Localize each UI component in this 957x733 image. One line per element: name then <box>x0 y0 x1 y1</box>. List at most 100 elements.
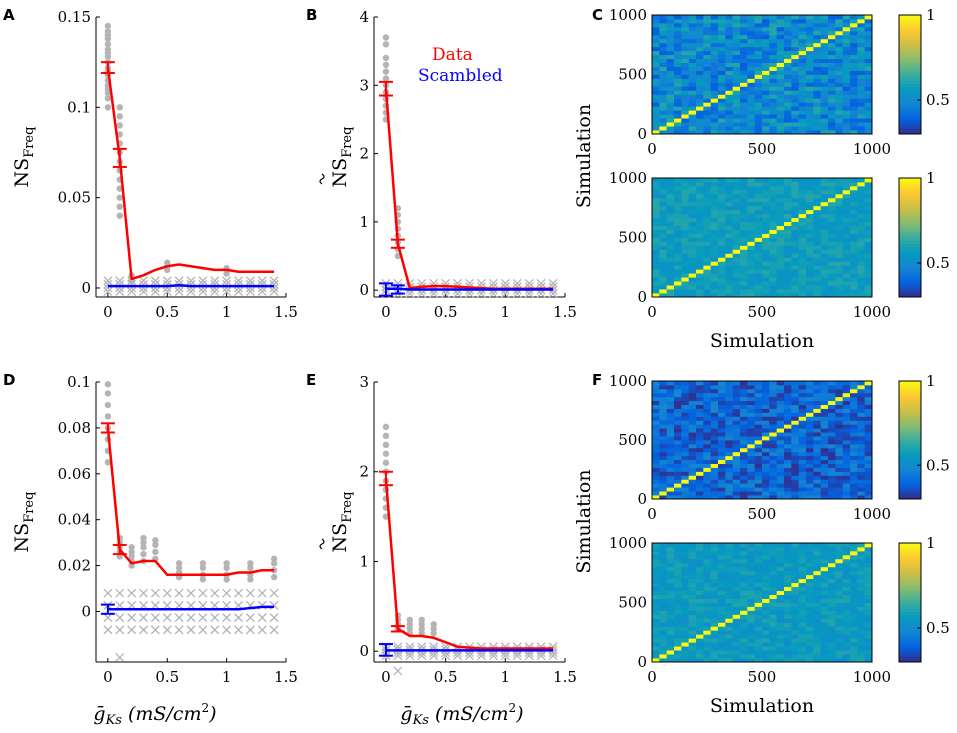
heatmap-cell-top-f <box>762 495 770 500</box>
heatmap-cell-bottom-f <box>820 570 829 576</box>
heatmap-cell-top-c <box>703 46 712 52</box>
heatmap-cell-bottom-f <box>747 582 756 588</box>
heatmap-cell-bottom-c <box>776 221 785 226</box>
heatmap-cell-top-f <box>864 451 873 457</box>
heatmap-cell-top-f <box>798 420 807 425</box>
heatmap-cell-top-f <box>820 455 829 461</box>
heatmap-cell-bottom-c <box>754 245 763 250</box>
heatmap-cell-bottom-c <box>842 237 851 242</box>
heatmap-cell-top-c <box>813 118 822 123</box>
heatmap-cell-top-c <box>813 122 822 127</box>
heatmap-cell-bottom-f <box>688 626 697 631</box>
heatmap-cell-top-c <box>791 126 800 131</box>
heatmap-cell-top-f <box>850 495 858 500</box>
heatmap-cell-top-f <box>710 404 719 409</box>
heatmap-cell-bottom-c <box>718 277 726 282</box>
heatmap-cell-top-c <box>857 114 866 119</box>
heatmap-cell-bottom-c <box>710 205 719 211</box>
heatmap-cell-top-f <box>813 416 822 421</box>
heatmap-cell-bottom-f <box>784 650 792 655</box>
heatmap-cell-top-c <box>703 98 712 103</box>
heatmap-cell-bottom-f <box>747 570 756 576</box>
heatmap-cell-bottom-c <box>740 233 748 238</box>
heatmap-cell-bottom-f <box>725 654 734 659</box>
heatmap-cell-bottom-c <box>652 281 660 286</box>
colorbar-band-bottom-c <box>899 276 921 280</box>
heatmap-y-tick-label-top-f: 1000 <box>609 372 647 390</box>
heatmap-cell-top-f <box>681 447 690 453</box>
heatmap-cell-bottom-f <box>652 590 660 595</box>
heatmap-cell-bottom-f <box>762 558 770 564</box>
heatmap-cell-bottom-f <box>652 642 660 647</box>
heatmap-cell-top-f <box>718 459 726 464</box>
heatmap-cell-bottom-f <box>762 550 770 556</box>
heatmap-cell-bottom-c <box>776 289 785 294</box>
heatmap-cell-bottom-c <box>769 205 778 211</box>
heatmap-cell-bottom-c <box>688 233 697 238</box>
heatmap-cell-bottom-f <box>725 610 734 615</box>
heatmap-cell-bottom-c <box>864 205 873 211</box>
heatmap-cell-bottom-c <box>703 178 712 183</box>
heatmap-cell-bottom-c <box>776 189 785 195</box>
heatmap-cell-top-f <box>732 404 741 409</box>
heatmap-cell-bottom-c <box>696 261 704 266</box>
heatmap-cell-bottom-f <box>710 618 719 623</box>
heatmap-cell-top-f <box>740 475 748 480</box>
heatmap-cell-bottom-f <box>828 610 836 615</box>
heatmap-cell-top-f <box>732 388 741 394</box>
heatmap-cell-bottom-f <box>659 578 668 584</box>
heatmap-cell-bottom-f <box>769 578 778 584</box>
heatmap-cell-bottom-c <box>864 241 873 246</box>
heatmap-cell-bottom-c <box>666 181 675 187</box>
heatmap-cell-top-f <box>776 408 785 413</box>
sample-cross-d <box>198 588 208 598</box>
heatmap-cell-bottom-c <box>740 249 748 254</box>
heatmap-cell-bottom-f <box>769 570 778 576</box>
heatmap-cell-top-c <box>703 62 712 67</box>
heatmap-cell-bottom-f <box>798 562 807 568</box>
heatmap-cell-top-f <box>696 396 704 402</box>
heatmap-cell-bottom-c <box>725 285 734 290</box>
heatmap-cell-bottom-c <box>718 181 726 187</box>
heatmap-cell-top-c <box>674 15 682 20</box>
heatmap-cell-bottom-f <box>784 634 792 639</box>
heatmap-cell-top-f <box>835 440 844 445</box>
heatmap-cell-top-f <box>740 388 748 394</box>
heatmap-cell-bottom-f <box>674 554 682 560</box>
heatmap-cell-bottom-f <box>666 594 675 599</box>
heatmap-cell-top-f <box>798 440 807 445</box>
heatmap-cell-bottom-c <box>820 257 829 262</box>
heatmap-cell-top-f <box>791 392 800 398</box>
heatmap-cell-top-c <box>842 98 851 103</box>
heatmap-cell-top-c <box>806 106 814 111</box>
heatmap-cell-top-f <box>740 412 748 417</box>
heatmap-cell-top-f <box>674 451 682 457</box>
heatmap-cell-top-c <box>776 106 785 111</box>
heatmap-cell-top-f <box>850 463 858 468</box>
heatmap-cell-top-f <box>659 479 668 484</box>
heatmap-cell-top-f <box>776 396 785 402</box>
heatmap-cell-bottom-f <box>674 578 682 584</box>
heatmap-cell-bottom-c <box>850 189 858 195</box>
heatmap-cell-bottom-c <box>674 245 682 250</box>
heatmap-cell-bottom-c <box>696 277 704 282</box>
heatmap-cell-bottom-f <box>703 602 712 607</box>
heatmap-cell-bottom-c <box>725 269 734 274</box>
heatmap-cell-top-f <box>850 396 858 402</box>
heatmap-cell-bottom-f <box>747 598 756 603</box>
sample-cross-a <box>234 276 243 286</box>
heatmap-cell-bottom-c <box>652 245 660 250</box>
heatmap-cell-bottom-f <box>864 606 873 611</box>
heatmap-cell-top-f <box>850 420 858 425</box>
heatmap-cell-top-f <box>813 424 822 429</box>
heatmap-cell-top-c <box>666 98 675 103</box>
heatmap-cell-top-c <box>769 110 778 115</box>
heatmap-cell-top-f <box>828 447 836 453</box>
heatmap-cell-bottom-f <box>681 626 690 631</box>
heatmap-cell-top-c <box>688 42 697 48</box>
heatmap-cell-top-f <box>652 388 660 394</box>
heatmap-cell-bottom-c <box>864 193 873 199</box>
heatmap-cell-top-f <box>806 416 814 421</box>
heatmap-cell-bottom-c <box>820 233 829 238</box>
heatmap-cell-bottom-c <box>688 257 697 262</box>
